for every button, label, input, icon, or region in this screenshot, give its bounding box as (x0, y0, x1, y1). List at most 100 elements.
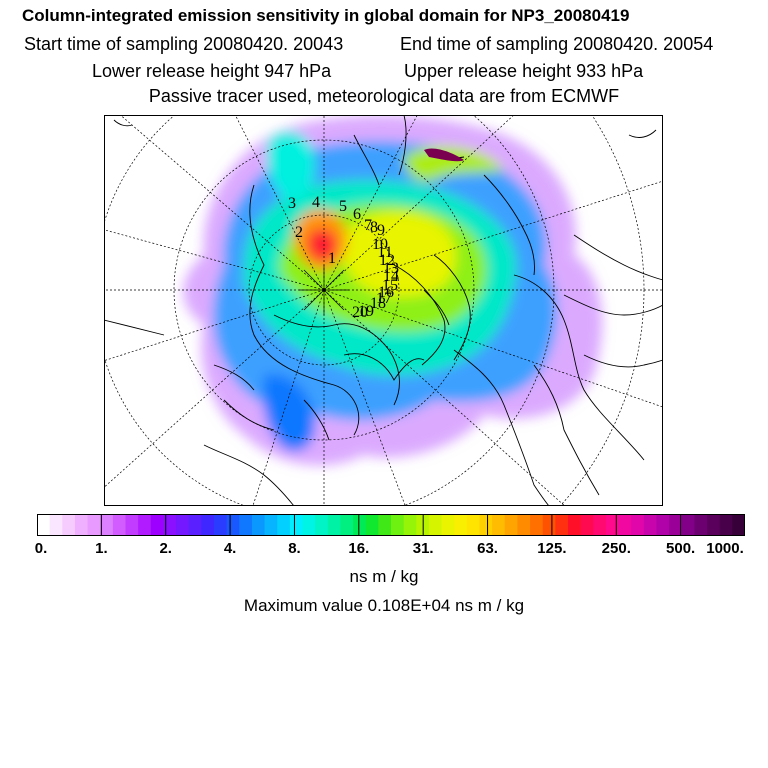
colorbar-cell (378, 514, 392, 536)
colorbar-tick-label: 31. (412, 540, 434, 557)
colorbar-tick-label: 1. (95, 540, 108, 557)
colorbar-cell (694, 514, 708, 536)
upper-release-height-label: Upper release height 933 hPa (404, 61, 644, 81)
trajectory-label: 9 (377, 222, 385, 239)
end-time-label: End time of sampling 20080420. 20054 (400, 34, 714, 54)
colorbar-cell (605, 514, 620, 536)
trajectory-label: 19 (358, 303, 374, 320)
colorbar-tick-label: 250. (601, 540, 631, 557)
trajectory-label: 17 (376, 290, 392, 307)
colorbar-frame (37, 514, 745, 536)
colorbar-cell (719, 514, 733, 536)
colorbar-cell (327, 514, 342, 536)
trajectory-label: 2 (295, 224, 303, 241)
colorbar-cell (479, 514, 493, 536)
colorbar-cell (428, 514, 443, 536)
trajectory-label: 3 (288, 195, 296, 212)
colorbar-cell (214, 514, 228, 536)
east-coast-clusters (424, 148, 464, 162)
start-time-label: Start time of sampling 20080420. 20043 (24, 34, 344, 54)
colorbar-cell (454, 514, 468, 536)
tracer-note: Passive tracer used, meteorological data… (148, 86, 620, 106)
colorbar-cell (188, 514, 202, 536)
colorbar-cell (315, 514, 329, 536)
colorbar-cell (49, 514, 63, 536)
trajectory-label: 15 (382, 277, 398, 294)
release-point (299, 265, 349, 315)
colorbar-cell (504, 514, 519, 536)
colorbar-cell (568, 514, 582, 536)
colorbar-cell (163, 514, 177, 536)
colorbar-tick-label: 2. (159, 540, 172, 557)
colorbar-cell (176, 514, 190, 536)
trajectory-label: 11 (377, 244, 392, 261)
colorbar-cell (580, 514, 594, 536)
lower-release-height-label: Lower release height 947 hPa (92, 61, 332, 81)
colorbar-cell (681, 514, 696, 536)
trajectory-label: 18 (370, 295, 386, 312)
colorbar-cell (542, 514, 556, 536)
colorbar-tick-label: 1000. (706, 540, 744, 557)
colorbar-cell (125, 514, 139, 536)
colorbar-cell (555, 514, 569, 536)
colorbar-units: ns m / kg (349, 567, 419, 586)
colorbar-cell (631, 514, 645, 536)
colorbar-cell (37, 514, 51, 536)
trajectory-label: 8 (370, 219, 378, 236)
colorbar-cell (277, 514, 291, 536)
trajectory-label: 7 (364, 217, 372, 234)
trajectory-label: 4 (312, 194, 320, 211)
colorbar-cell (87, 514, 101, 536)
colorbar-cell (391, 514, 405, 536)
colorbar-tick-label: 4. (223, 540, 237, 557)
colorbar-cell (441, 514, 455, 536)
colorbar-cell (593, 514, 607, 536)
colorbar-tick-label: 500. (666, 540, 696, 557)
trajectory-label: 10 (372, 236, 388, 253)
colorbar-cell (340, 514, 354, 536)
colorbar-tick-label: 8. (288, 540, 301, 557)
colorbar-cell (74, 514, 89, 536)
colorbar (37, 514, 745, 536)
colorbar-cell (251, 514, 266, 536)
trajectory-label: 6 (353, 206, 361, 223)
colorbar-cell (365, 514, 379, 536)
colorbar-cell (112, 514, 127, 536)
colorbar-cell (138, 514, 152, 536)
colorbar-cell (201, 514, 215, 536)
map-frame (104, 115, 663, 506)
colorbar-tick-label: 63. (477, 540, 498, 557)
trajectory-label: 14 (383, 268, 399, 285)
colorbar-cell (466, 514, 481, 536)
maximum-value-label: Maximum value 0.108E+04 ns m / kg (243, 596, 525, 615)
colorbar-cell (656, 514, 670, 536)
trajectory-label: 12 (379, 252, 395, 269)
colorbar-cell (302, 514, 316, 536)
colorbar-cell (669, 514, 683, 536)
colorbar-tick-label: 125. (537, 540, 567, 557)
colorbar-dividers (100, 514, 682, 536)
colorbar-cell (530, 514, 544, 536)
colorbar-cell (150, 514, 165, 536)
trajectory-label: 13 (383, 260, 399, 277)
colorbar-cells (37, 514, 745, 536)
colorbar-cell (707, 514, 721, 536)
colorbar-cell (289, 514, 304, 536)
trajectory-label: 1 (328, 250, 336, 267)
colorbar-cell (62, 514, 76, 536)
colorbar-cell (618, 514, 632, 536)
colorbar-tick-label: 0. (34, 540, 48, 557)
colorbar-cell (353, 514, 367, 536)
trajectory-label: 5 (339, 198, 347, 215)
colorbar-cell (239, 514, 253, 536)
colorbar-cell (264, 514, 278, 536)
colorbar-cell (226, 514, 240, 536)
plot-title: Column-integrated emission sensitivity i… (22, 6, 630, 25)
colorbar-tick-label: 16. (348, 540, 370, 557)
colorbar-cell (100, 514, 114, 536)
colorbar-cell (403, 514, 417, 536)
colorbar-cell (517, 514, 531, 536)
colorbar-cell (643, 514, 658, 536)
